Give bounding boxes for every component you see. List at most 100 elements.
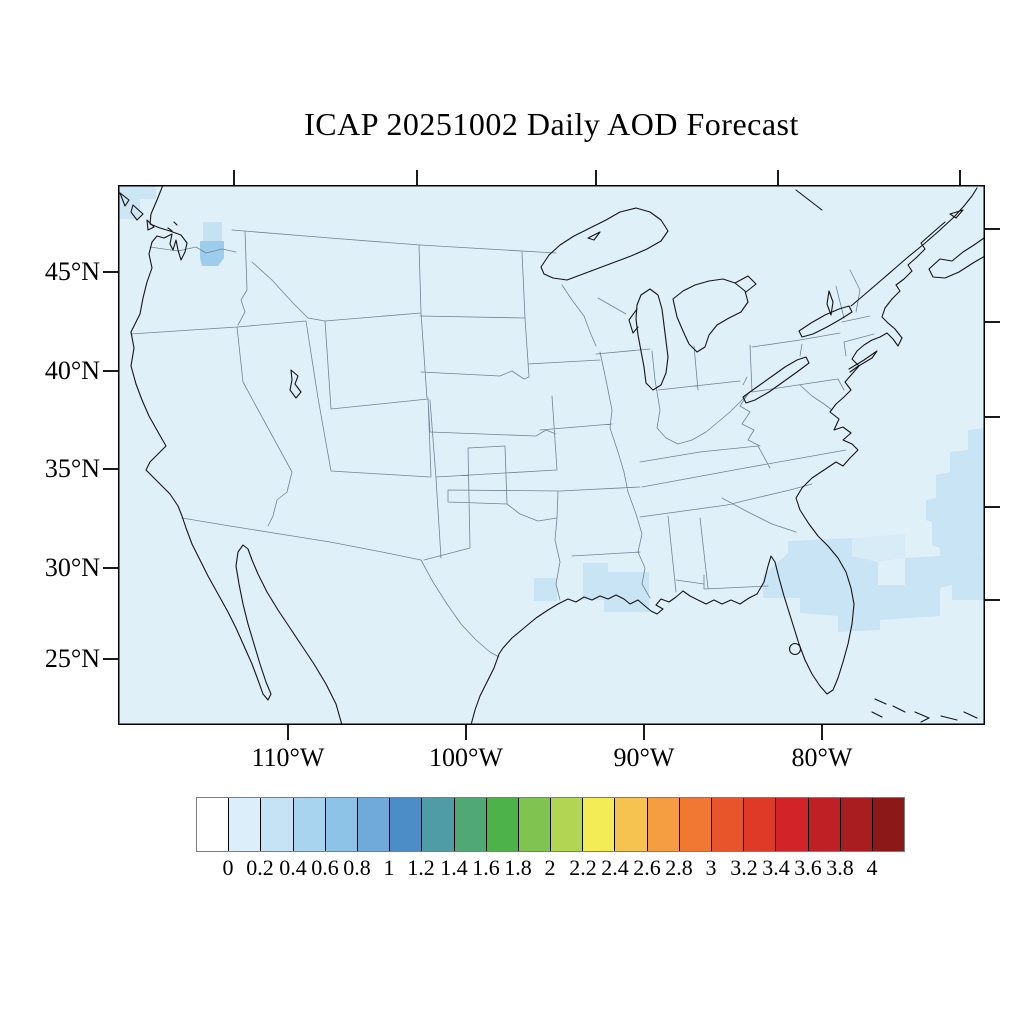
colorbar-cell-11 — [551, 798, 584, 851]
colorbar-cell-4 — [325, 798, 358, 851]
lat-label-40°N: 40°N — [44, 356, 100, 385]
colorbar-cell-20 — [840, 798, 873, 851]
lon-label-100°W: 100°W — [429, 743, 503, 772]
colorbar-tick-2: 2 — [544, 855, 556, 880]
colorbar-tick-0.8: 0.8 — [343, 855, 371, 880]
gulf-atlantic-coast — [470, 221, 946, 725]
lake-huron — [672, 278, 749, 353]
prince-edward-island — [949, 209, 964, 219]
lake-champlain — [826, 290, 834, 316]
y-tick-30°N — [103, 567, 118, 569]
atlantic-light-edge — [852, 534, 905, 562]
us-aod-map — [118, 185, 985, 725]
colorbar-cell-1 — [229, 798, 262, 851]
top-tick — [959, 170, 961, 185]
colorbar-cell-18 — [776, 798, 809, 851]
colorbar-tick-2.4: 2.4 — [601, 855, 629, 880]
colorbar-tick-1: 1 — [383, 855, 395, 880]
colorbar-cell-7 — [422, 798, 455, 851]
bc-coast-islands — [119, 192, 178, 232]
great-salt-lake — [289, 369, 302, 399]
colorbar-tick-3.4: 3.4 — [762, 855, 790, 880]
colorbar-tick-3.8: 3.8 — [826, 855, 854, 880]
state-borders — [130, 229, 875, 658]
aod-colorbar — [196, 797, 905, 852]
atlantic-offshore-east-patch — [926, 428, 985, 556]
map-background — [118, 185, 985, 725]
colorbar-cell-21 — [872, 798, 905, 851]
long-island — [848, 350, 878, 373]
right-tick — [985, 416, 1000, 418]
colorbar-cell-8 — [454, 798, 487, 851]
colorbar-tick-1.4: 1.4 — [440, 855, 468, 880]
map-frame — [118, 185, 985, 725]
top-tick — [233, 170, 235, 185]
lat-label-30°N: 30°N — [44, 553, 100, 582]
pacific-mexico-coast — [130, 185, 343, 725]
colorbar-tick-0: 0 — [222, 855, 234, 880]
y-tick-40°N — [103, 370, 118, 372]
colorbar-cell-9 — [486, 798, 519, 851]
right-tick — [985, 228, 1000, 230]
colorbar-tick-4: 4 — [866, 855, 878, 880]
lake-michigan — [635, 288, 669, 391]
colorbar-tick-0.6: 0.6 — [311, 855, 339, 880]
colorbar-cell-10 — [518, 798, 552, 851]
colorbar-cell-2 — [261, 798, 294, 851]
lake-erie — [742, 356, 810, 404]
east-texas-patch — [534, 578, 557, 601]
page-title: ICAP 20251002 Daily AOD Forecast — [304, 106, 799, 142]
colorbar-cell-0 — [197, 798, 230, 851]
colorbar-tick-2.6: 2.6 — [633, 855, 661, 880]
colorbar-cell-19 — [808, 798, 841, 851]
aod-patches — [118, 185, 985, 632]
st-lawrence-north-shore — [795, 189, 823, 211]
st-lawrence-river — [850, 187, 978, 307]
lon-label-90°W: 90°W — [613, 743, 675, 772]
washington-patch-core — [200, 241, 224, 266]
lon-label-110°W: 110°W — [251, 743, 325, 772]
colorbar-cell-6 — [390, 798, 423, 851]
lon-label-80°W: 80°W — [791, 743, 853, 772]
coastlines — [119, 185, 985, 725]
colorbar-tick-0.4: 0.4 — [279, 855, 307, 880]
top-tick — [416, 170, 418, 185]
colorbar-cell-15 — [679, 798, 712, 851]
colorbar-cell-12 — [583, 798, 616, 851]
lat-label-45°N: 45°N — [44, 257, 100, 286]
pacific-northwest-offshore — [118, 185, 156, 219]
colorbar-tick-3.6: 3.6 — [794, 855, 822, 880]
x-tick-110°W — [287, 725, 289, 740]
colorbar-cell-17 — [744, 798, 777, 851]
bahamas-islands — [871, 698, 978, 723]
atlantic-southeast-patch — [763, 538, 985, 632]
right-tick — [985, 506, 1000, 508]
colorbar-tick-1.2: 1.2 — [407, 855, 435, 880]
colorbar-tick-3.2: 3.2 — [730, 855, 758, 880]
georgian-bay — [734, 275, 757, 293]
right-tick — [985, 599, 1000, 601]
lake-okeechobee — [788, 642, 802, 656]
lat-label-35°N: 35°N — [44, 454, 100, 483]
colorbar-cell-14 — [647, 798, 680, 851]
colorbar-tick-0.2: 0.2 — [246, 855, 274, 880]
green-bay — [628, 308, 639, 334]
top-tick — [777, 170, 779, 185]
washington-patch-light — [203, 222, 222, 241]
colorbar-tick-1.6: 1.6 — [472, 855, 500, 880]
y-tick-45°N — [103, 271, 118, 273]
isle-royale — [587, 231, 601, 241]
colorbar-cell-3 — [293, 798, 326, 851]
x-tick-100°W — [465, 725, 467, 740]
colorbar-tick-1.8: 1.8 — [504, 855, 532, 880]
louisiana-mississippi-patch — [583, 563, 649, 612]
lake-superior — [540, 207, 669, 281]
y-tick-25°N — [103, 658, 118, 660]
right-tick — [985, 321, 1000, 323]
colorbar-cell-16 — [712, 798, 745, 851]
top-tick — [595, 170, 597, 185]
y-tick-35°N — [103, 468, 118, 470]
colorbar-tick-3: 3 — [705, 855, 717, 880]
lake-ontario — [798, 305, 853, 338]
